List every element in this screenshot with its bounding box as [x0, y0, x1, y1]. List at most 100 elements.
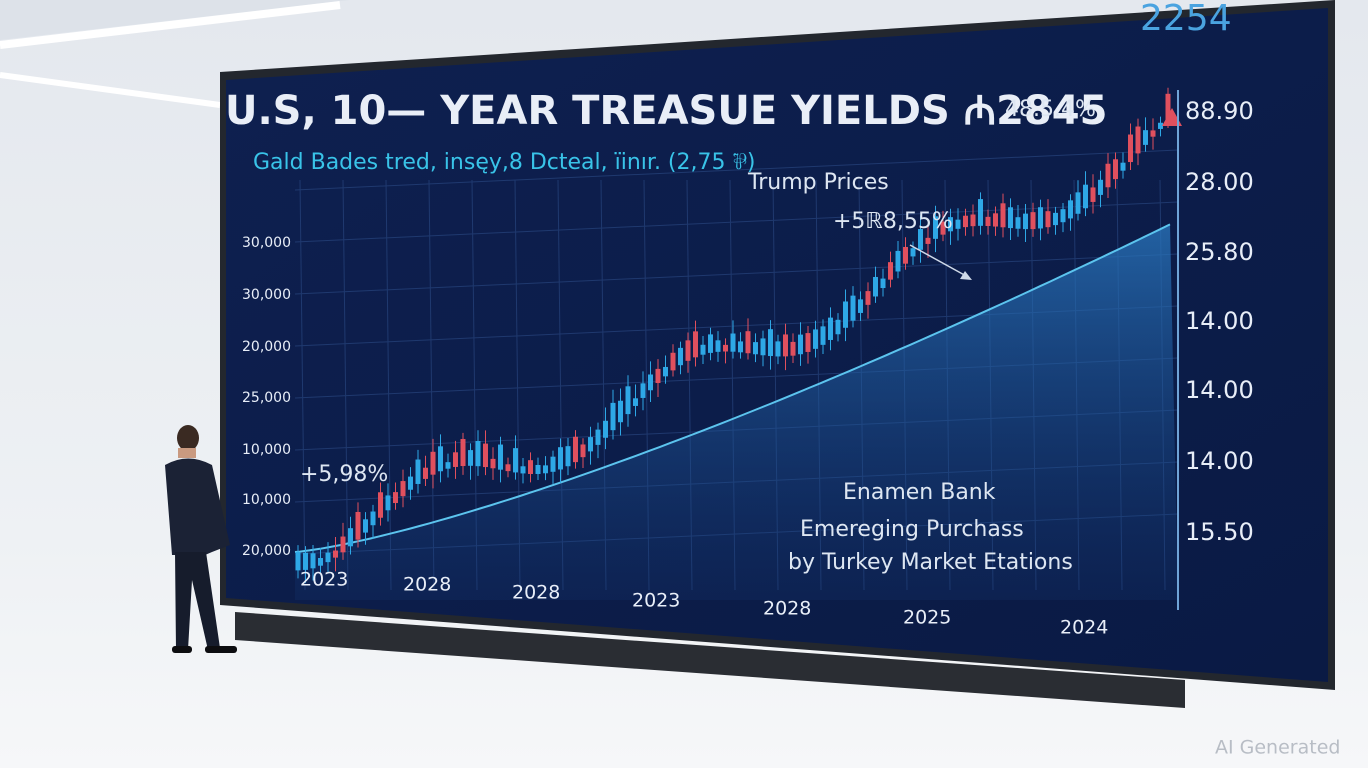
- candle-body: [498, 444, 503, 470]
- subtitle: Gald Bades tred, insęy,8 Dcteal, ïinır. …: [253, 150, 755, 175]
- candle-body: [745, 331, 751, 354]
- head: [177, 425, 199, 451]
- candle-body: [760, 338, 766, 356]
- title-suffix: 2254: [1140, 0, 1232, 39]
- candle-body: [790, 341, 796, 356]
- candle-body: [835, 319, 841, 335]
- legs: [175, 552, 220, 650]
- candle-body: [415, 459, 421, 484]
- candle-body: [1083, 184, 1088, 209]
- candle-body: [693, 331, 698, 358]
- trend-area: [295, 224, 1178, 600]
- ceiling: [0, 0, 350, 40]
- candle-body: [558, 447, 563, 470]
- annotation: Emereging Purchass: [800, 517, 1024, 542]
- candle-body: [655, 368, 661, 384]
- candle-body: [408, 476, 413, 490]
- candle-body: [715, 340, 721, 352]
- candle-body: [633, 398, 638, 406]
- candle-body: [1105, 163, 1111, 188]
- candle-body: [775, 341, 781, 357]
- candle-body: [385, 495, 391, 511]
- jacket: [165, 458, 230, 555]
- candle-body: [1143, 130, 1148, 145]
- annotation: Trump Prices: [747, 170, 889, 195]
- right-axis-labels: 88.90 28.00 25.80 14.00 14.00 14.00 15.50: [1185, 97, 1254, 546]
- candle-body: [333, 550, 338, 558]
- candle-body: [363, 519, 368, 533]
- candle-body: [588, 437, 593, 452]
- candle-body: [325, 552, 331, 563]
- right-axis-label: 14.00: [1185, 447, 1254, 475]
- right-axis-label: 28.00: [1185, 168, 1254, 196]
- candle-body: [535, 464, 541, 474]
- candle-body: [903, 246, 908, 264]
- candle-body: [355, 511, 361, 540]
- candle-body: [1075, 192, 1081, 214]
- chart-art: [294, 87, 1182, 600]
- left-axis-label: 25,000: [242, 390, 291, 406]
- neck: [178, 448, 196, 458]
- arrow-head: [960, 271, 972, 280]
- candle-body: [738, 341, 743, 353]
- candle-body: [625, 386, 631, 415]
- candle-body: [730, 333, 736, 352]
- candle-body: [768, 329, 773, 357]
- annotation-arrow: [909, 244, 969, 278]
- candle-body: [1120, 162, 1126, 171]
- x-axis: 2023 2028 2028 2023 2028 2025 2024: [300, 569, 1108, 639]
- candle-body: [813, 329, 818, 349]
- left-axis-label: 10,000: [242, 492, 291, 508]
- right-axis-label: 15.50: [1185, 518, 1254, 546]
- candle-body: [1090, 187, 1096, 202]
- x-axis-label: 2028: [403, 574, 451, 596]
- candle-body: [430, 451, 436, 475]
- candle-body: [303, 552, 308, 570]
- shoe: [172, 646, 192, 653]
- candle-body: [310, 553, 316, 569]
- candle-body: [1060, 209, 1066, 223]
- candle-body: [505, 464, 511, 472]
- candle-body: [610, 402, 616, 431]
- candle-body: [1000, 203, 1006, 228]
- shoe: [205, 646, 237, 653]
- candle-body: [805, 333, 811, 352]
- candle-body: [753, 342, 758, 355]
- candle-body: [1158, 122, 1163, 129]
- candle-body: [483, 443, 488, 468]
- candle-body: [378, 492, 383, 518]
- candle-body: [1113, 159, 1118, 180]
- ceiling-light: [0, 1, 341, 49]
- candle-body: [970, 214, 976, 227]
- candle-body: [543, 465, 548, 474]
- candle-body: [520, 466, 526, 474]
- candle-body: [910, 248, 916, 257]
- candle-body: [580, 444, 586, 458]
- candle-body: [453, 452, 458, 467]
- candle-body: [640, 383, 646, 398]
- x-axis-label: 2023: [300, 569, 348, 591]
- candle-body: [513, 448, 518, 473]
- left-axis-label: 20,000: [242, 543, 291, 559]
- candle-body: [723, 344, 728, 352]
- candle-body: [873, 276, 878, 297]
- candle-body: [828, 317, 833, 340]
- candle-body: [1038, 207, 1043, 229]
- grid-line: [385, 179, 392, 591]
- candle-body: [370, 511, 376, 526]
- left-axis: 30,000 30,000 20,000 25,000 10,000 10,000 20,0…: [242, 235, 291, 559]
- candle-body: [663, 366, 668, 377]
- candle-body: [618, 400, 623, 423]
- candle-body: [1098, 179, 1103, 195]
- candle-body: [1045, 211, 1051, 228]
- candle-body: [798, 334, 803, 355]
- candle-body: [603, 420, 608, 438]
- candle-body: [423, 467, 428, 479]
- grid-line: [342, 179, 349, 591]
- candle-body: [783, 334, 788, 357]
- candle-body: [963, 215, 968, 228]
- candle-body: [565, 446, 571, 467]
- candle-body: [1053, 212, 1058, 226]
- candle-body: [888, 262, 893, 280]
